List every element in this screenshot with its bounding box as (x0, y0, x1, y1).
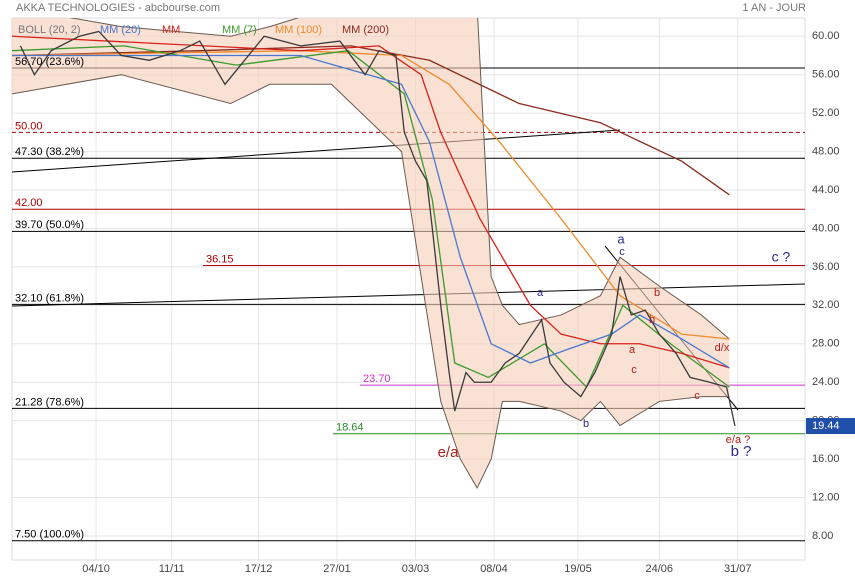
legend-item: MM (100) (275, 24, 322, 36)
x-tick-label: 03/03 (402, 563, 430, 575)
y-tick-label: 36.00 (812, 261, 840, 273)
series-line (12, 35, 730, 369)
annotation: e/a (438, 444, 460, 461)
x-tick-label: 31/07 (724, 563, 752, 575)
x-tick-label: 24/06 (646, 563, 674, 575)
annotation: a (629, 344, 636, 356)
level-label: 42.00 (15, 197, 43, 209)
series-line (12, 45, 730, 389)
period: 1 AN - JOUR (742, 2, 806, 14)
annotation: b (583, 418, 589, 430)
y-tick-label: 12.00 (812, 491, 840, 503)
level-label: 56.70 (23.6%) (15, 56, 84, 68)
series-line (12, 45, 730, 196)
band-line (69, 18, 730, 340)
band-line (12, 74, 730, 489)
level-label: 32.10 (61.8%) (15, 292, 84, 304)
y-tick-label: 24.00 (812, 376, 840, 388)
x-tick-label: 04/10 (82, 563, 110, 575)
y-tick-label: 40.00 (812, 222, 840, 234)
y-tick-label: 32.00 (812, 299, 840, 311)
series-line (12, 54, 730, 369)
labels: 8.0012.0016.0020.0024.0028.0032.0036.004… (15, 24, 855, 575)
annotation: c ? (772, 249, 791, 265)
level-label: 23.70 (363, 373, 391, 385)
annotation: e/a ? (726, 434, 750, 446)
x-tick-label: 08/04 (480, 563, 508, 575)
series-line (19, 30, 736, 427)
annotation: b (649, 314, 655, 326)
legend-item: MM (20) (100, 24, 141, 36)
band-fill (12, 18, 730, 488)
y-tick-label: 28.00 (812, 338, 840, 350)
trend-line (12, 129, 621, 173)
annotation: b ? (731, 443, 752, 460)
level-label: 21.28 (78.6%) (15, 396, 84, 408)
x-tick-label: 19/05 (564, 563, 592, 575)
legend-item: MM (7) (222, 24, 257, 36)
annotation: c (631, 364, 637, 376)
legend-item: BOLL (20, 2) (18, 24, 81, 36)
annotation: d/x (715, 342, 730, 354)
x-tick-label: 27/01 (323, 563, 351, 575)
y-tick-label: 56.00 (812, 69, 840, 81)
annotation: a (537, 287, 544, 299)
trend-line (12, 283, 805, 307)
level-label: 7.50 (100.0%) (15, 529, 84, 541)
y-tick-label: 8.00 (812, 530, 833, 542)
level-label: 47.30 (38.2%) (15, 146, 84, 158)
level-label: 39.70 (50.0%) (15, 219, 84, 231)
x-tick-label: 11/11 (159, 563, 185, 575)
y-tick-label: 60.00 (812, 30, 840, 42)
annotation: c (619, 246, 625, 258)
last-value: 19.44 (812, 420, 840, 432)
annotation: c (694, 390, 700, 402)
y-tick-label: 48.00 (812, 145, 840, 157)
legend-item: MM (200) (342, 24, 389, 36)
x-tick-label: 17/12 (245, 563, 273, 575)
lines (12, 18, 805, 489)
level-label: 18.64 (336, 422, 364, 434)
legend-item: MM (162, 24, 180, 36)
annotation: b (654, 287, 660, 299)
y-tick-label: 52.00 (812, 107, 840, 119)
chart-title: AKKA TECHNOLOGIES - abcbourse.com (16, 2, 220, 14)
y-tick-label: 44.00 (812, 184, 840, 196)
level-label: 50.00 (15, 120, 43, 132)
last-value-box (806, 418, 855, 435)
annotation: a (617, 231, 625, 246)
y-tick-label: 16.00 (812, 453, 840, 465)
level-label: 36.15 (206, 253, 234, 265)
